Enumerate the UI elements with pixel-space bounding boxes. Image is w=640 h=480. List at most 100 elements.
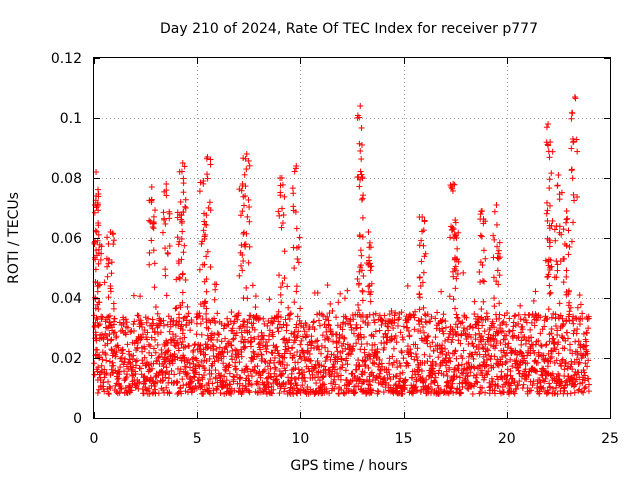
- data-point: [284, 283, 291, 290]
- data-point: [567, 341, 574, 348]
- data-point: [94, 186, 101, 193]
- data-point: [513, 385, 520, 392]
- data-point: [148, 352, 155, 359]
- data-point: [185, 357, 192, 364]
- data-point: [545, 256, 552, 263]
- data-point: [434, 309, 441, 316]
- data-point: [230, 336, 237, 343]
- data-point: [131, 318, 138, 325]
- data-point: [320, 373, 327, 380]
- data-point: [291, 168, 298, 175]
- data-point: [518, 329, 525, 336]
- data-point: [127, 328, 134, 335]
- data-point: [122, 316, 129, 323]
- data-point: [222, 366, 229, 373]
- data-point: [187, 364, 194, 371]
- data-point: [170, 317, 177, 324]
- data-point: [146, 390, 153, 397]
- data-point: [302, 378, 309, 385]
- data-point: [310, 319, 317, 326]
- data-point: [202, 298, 209, 305]
- data-point: [163, 192, 170, 199]
- data-point: [181, 163, 188, 170]
- data-point: [490, 364, 497, 371]
- data-point: [278, 353, 285, 360]
- data-point: [563, 359, 570, 366]
- data-point: [586, 381, 593, 388]
- data-point: [372, 328, 379, 335]
- data-point: [107, 229, 114, 235]
- data-point: [202, 351, 209, 358]
- data-point: [130, 327, 137, 334]
- data-point: [217, 375, 224, 382]
- data-point: [385, 323, 392, 330]
- data-point: [493, 278, 500, 285]
- data-point: [538, 371, 545, 378]
- data-point: [256, 340, 263, 347]
- data-point: [196, 266, 203, 273]
- data-point: [157, 329, 164, 336]
- data-point: [533, 317, 540, 324]
- data-point: [511, 313, 518, 320]
- data-point: [506, 385, 513, 392]
- data-point: [291, 299, 298, 306]
- data-point: [231, 313, 238, 320]
- data-point: [558, 357, 565, 364]
- data-point: [289, 344, 296, 351]
- data-point: [127, 383, 134, 390]
- data-point: [291, 329, 298, 336]
- data-point: [287, 310, 294, 317]
- data-point: [459, 383, 466, 390]
- data-point: [189, 378, 196, 385]
- data-point: [311, 326, 318, 333]
- data-point: [389, 336, 396, 343]
- data-point: [213, 281, 220, 288]
- data-point: [418, 258, 425, 265]
- data-point: [168, 367, 175, 374]
- data-point: [583, 329, 590, 336]
- data-point: [450, 273, 457, 280]
- data-point: [196, 371, 203, 378]
- data-point: [188, 388, 195, 395]
- data-point: [371, 319, 378, 326]
- data-point: [374, 387, 381, 394]
- data-point: [563, 317, 570, 324]
- data-point: [285, 304, 292, 311]
- data-point: [236, 272, 243, 279]
- data-point: [346, 380, 353, 387]
- data-point: [531, 322, 538, 329]
- data-point: [232, 332, 239, 339]
- data-point: [215, 331, 222, 338]
- data-point: [129, 372, 136, 379]
- data-point: [552, 346, 559, 353]
- data-point: [547, 139, 554, 145]
- data-point: [366, 254, 373, 261]
- data-point: [341, 335, 348, 342]
- data-point: [445, 334, 452, 341]
- data-point: [188, 319, 195, 326]
- data-point: [241, 318, 248, 325]
- data-point: [254, 363, 261, 370]
- data-point: [173, 340, 180, 347]
- data-point: [458, 361, 465, 368]
- data-point: [447, 234, 454, 241]
- data-point: [214, 330, 221, 337]
- data-point: [93, 169, 100, 175]
- data-point: [388, 307, 395, 314]
- x-tick-labels: 0 5 10 15 20 25: [90, 431, 619, 447]
- data-point: [481, 328, 488, 335]
- data-point: [405, 362, 412, 369]
- data-point: [537, 314, 544, 321]
- data-point: [572, 95, 579, 102]
- data-point: [570, 139, 577, 146]
- data-point: [494, 243, 501, 250]
- data-point: [263, 348, 270, 355]
- data-point: [428, 313, 435, 320]
- data-point: [203, 310, 210, 317]
- data-point: [226, 338, 233, 345]
- data-point: [246, 377, 253, 384]
- data-point: [494, 330, 501, 337]
- data-point: [403, 319, 410, 326]
- data-point: [122, 385, 129, 392]
- data-point: [548, 314, 555, 321]
